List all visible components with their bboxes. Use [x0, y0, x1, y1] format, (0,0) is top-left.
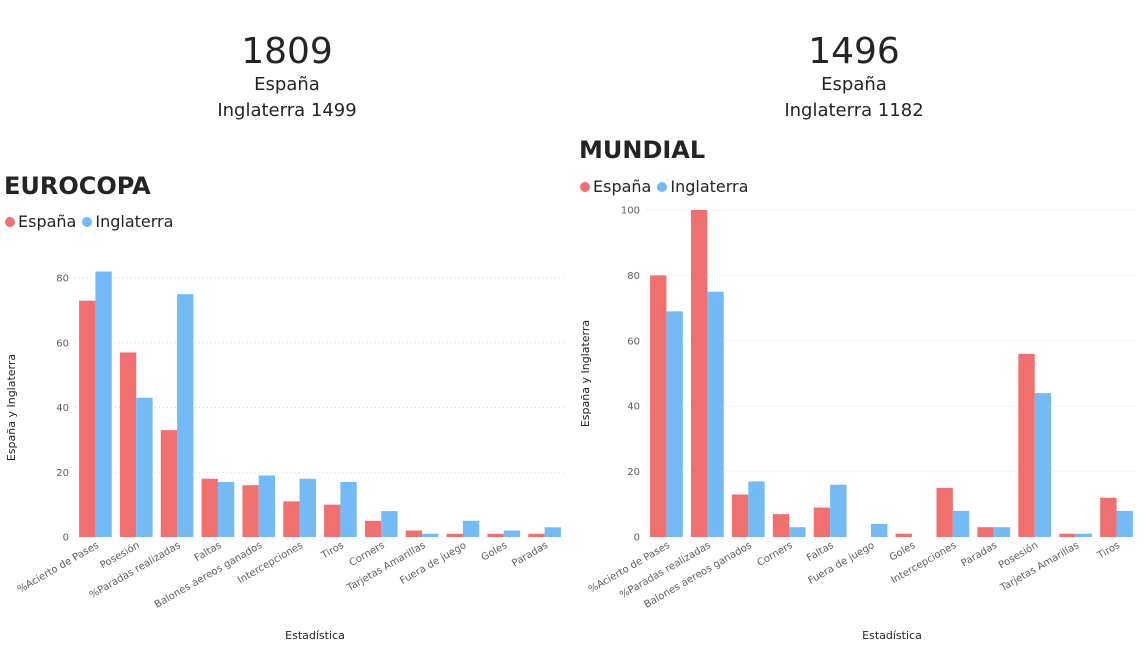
bar-inglaterra [258, 475, 276, 537]
bar-inglaterra [462, 520, 480, 537]
bar-espana [1018, 353, 1035, 537]
bar-espana [119, 352, 137, 537]
y-tick-label: 100 [621, 206, 640, 217]
bar-espana [936, 487, 953, 537]
legend-dot-inglaterra [82, 216, 93, 227]
kpi-sub: Inglaterra 1499 [217, 100, 357, 121]
y-tick-label: 0 [63, 533, 69, 544]
bar-espana [283, 501, 300, 537]
bar-espana [324, 504, 341, 537]
y-axis-title: España y Inglaterra [5, 354, 18, 461]
bar-inglaterra [748, 481, 765, 537]
kpi-value: 1496 [808, 31, 900, 72]
y-tick-label: 80 [56, 274, 69, 285]
bar-espana [772, 514, 790, 537]
bar-inglaterra [95, 271, 112, 537]
bar-espana [650, 275, 667, 537]
legend-dot-espana [580, 181, 590, 192]
x-tick-label: Faltas [805, 540, 836, 564]
x-tick-label: Paradas [510, 540, 550, 569]
legend-label: Inglaterra [670, 177, 749, 196]
bar-espana [1100, 497, 1117, 537]
bar-inglaterra [136, 397, 153, 537]
x-tick-label: Tiros [319, 540, 346, 562]
bar-inglaterra [340, 481, 357, 537]
bar-inglaterra [993, 527, 1011, 537]
y-tick-label: 60 [627, 336, 640, 347]
y-tick-label: 40 [627, 402, 640, 413]
legend-label: Inglaterra [95, 212, 174, 231]
bar-inglaterra [871, 523, 888, 537]
y-tick-label: 20 [56, 468, 69, 479]
bar-inglaterra [217, 481, 235, 537]
bar-inglaterra [422, 533, 439, 537]
bar-espana [405, 530, 423, 537]
y-tick-label: 20 [627, 467, 640, 478]
bar-inglaterra [952, 510, 970, 537]
x-axis-title: Estadística [862, 629, 922, 642]
bar-inglaterra [544, 527, 561, 537]
bar-inglaterra [1075, 533, 1092, 537]
bar-espana [160, 430, 178, 537]
legend-dot-espana [5, 216, 15, 227]
kpi-sub: Inglaterra 1182 [784, 100, 924, 121]
bar-espana [446, 533, 463, 537]
bar-espana [691, 210, 708, 537]
x-tick-label: Corners [756, 540, 795, 569]
x-tick-label: Paradas [959, 540, 999, 569]
bar-espana [79, 300, 96, 537]
legend-label: España [18, 212, 77, 231]
legend-item-espana: España [580, 177, 651, 196]
legend-eurocopa: España Inglaterra [5, 212, 179, 231]
x-tick-label: Tarjetas Amarillas [998, 540, 1081, 594]
bar-inglaterra [177, 294, 194, 537]
bar-espana [977, 527, 994, 537]
bar-inglaterra [503, 530, 521, 537]
legend-item-inglaterra: Inglaterra [82, 212, 173, 231]
bar-espana [487, 533, 504, 537]
bar-espana [364, 520, 382, 537]
y-tick-label: 60 [56, 338, 69, 349]
bar-espana [1059, 533, 1076, 537]
y-tick-label: 80 [627, 271, 640, 282]
bar-espana [528, 533, 545, 537]
bar-inglaterra [789, 527, 806, 537]
legend-item-inglaterra: Inglaterra [657, 177, 748, 196]
bar-espana [242, 485, 259, 537]
y-tick-label: 40 [56, 403, 69, 414]
bar-espana [731, 494, 749, 537]
kpi-label: España [254, 74, 320, 95]
legend-mundial: España Inglaterra [580, 177, 754, 196]
bar-inglaterra [1116, 510, 1133, 537]
legend-dot-inglaterra [657, 181, 668, 192]
x-tick-label: Goles [888, 540, 918, 564]
bar-inglaterra [299, 478, 316, 537]
x-tick-label: Goles [479, 540, 509, 564]
chart-title-mundial: MUNDIAL [579, 136, 706, 164]
bar-inglaterra [381, 511, 398, 537]
bar-inglaterra [707, 291, 724, 537]
bar-inglaterra [830, 484, 847, 537]
x-axis-title: Estadística [285, 629, 345, 642]
x-tick-label: Faltas [193, 540, 224, 564]
kpi-value: 1809 [241, 31, 333, 72]
x-tick-label: %Acierto de Pases [16, 540, 101, 595]
bar-espana [895, 533, 912, 537]
bar-inglaterra [1034, 393, 1052, 537]
y-tick-label: 0 [634, 533, 640, 544]
legend-item-espana: España [5, 212, 76, 231]
x-tick-label: Tiros [1095, 540, 1122, 562]
bar-inglaterra [666, 311, 683, 537]
legend-label: España [593, 177, 652, 196]
y-axis-title: España y Inglaterra [579, 320, 592, 427]
kpi-card-mundial: 1496 España Inglaterra 1182 [704, 32, 1004, 124]
kpi-card-eurocopa: 1809 España Inglaterra 1499 [137, 32, 437, 124]
chart-title-eurocopa: EUROCOPA [4, 172, 151, 200]
kpi-label: España [821, 74, 887, 95]
bar-espana [813, 507, 831, 537]
bar-espana [201, 478, 218, 537]
